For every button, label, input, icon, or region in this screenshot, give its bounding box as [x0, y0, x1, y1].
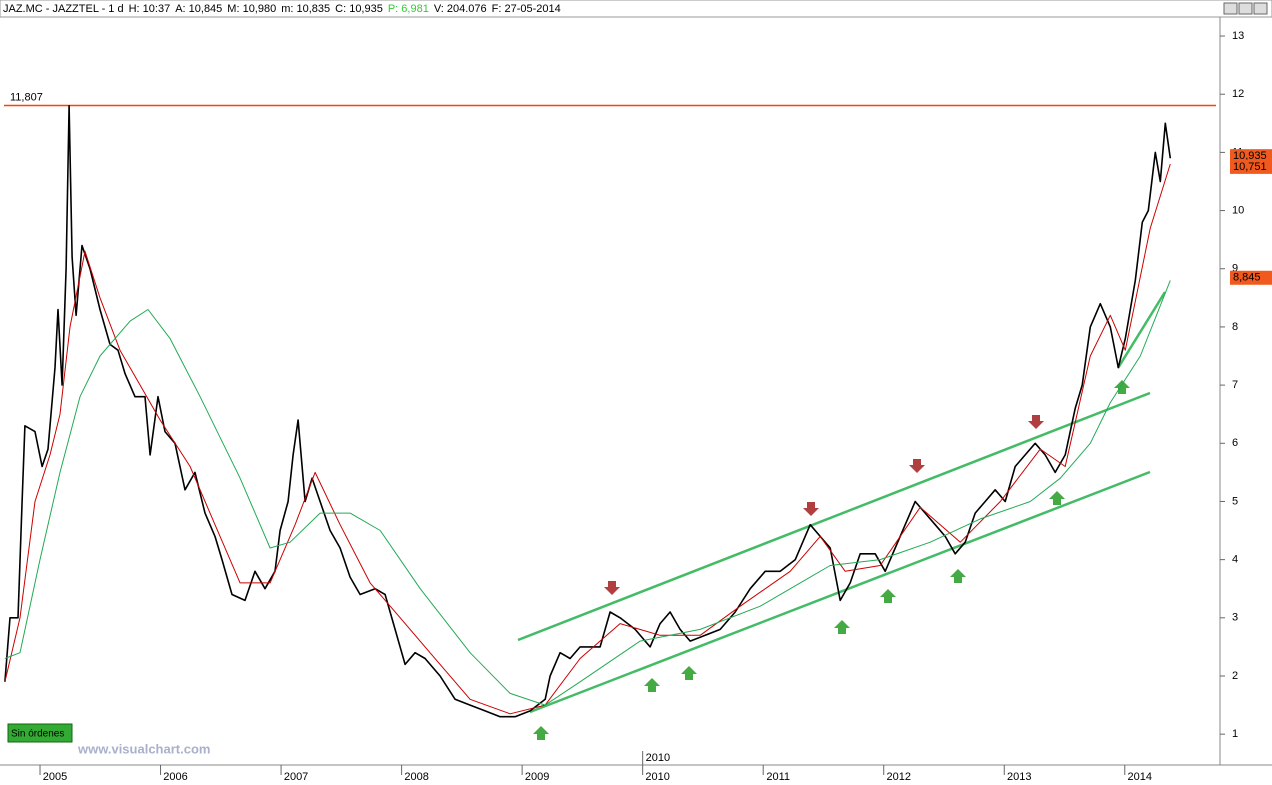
header-item: A: 10,845 [175, 3, 222, 15]
minimize-button[interactable] [1223, 2, 1238, 15]
y-tick-label: 3 [1232, 612, 1238, 624]
series-line [4, 163, 1171, 715]
trend-line [1116, 291, 1167, 369]
sell-arrow [909, 459, 925, 473]
price-label-box [1230, 270, 1272, 285]
header-item: P: 6,981 [388, 3, 429, 15]
price-label: 8,845 [1233, 272, 1261, 284]
x-tick-label: 2007 [284, 771, 308, 783]
y-tick-label: 8 [1232, 321, 1238, 333]
y-tick-label: 5 [1232, 495, 1238, 507]
x-tick-label: 2009 [525, 771, 549, 783]
trend-lines [517, 291, 1167, 714]
x-tick-label: 2011 [766, 771, 790, 783]
maximize-button[interactable] [1238, 2, 1253, 15]
close-button[interactable] [1253, 2, 1268, 15]
y-tick-label: 4 [1232, 554, 1238, 566]
y-tick-label: 13 [1232, 30, 1244, 42]
header-item: V: 204.076 [434, 3, 487, 15]
trend-line [517, 391, 1151, 642]
cursor-label: 2010 [646, 752, 670, 764]
sell-arrow [803, 502, 819, 516]
header-item: F: 27-05-2014 [492, 3, 561, 15]
watermark: www.visualchart.com [77, 741, 210, 756]
series-line [4, 105, 1172, 718]
price-label-box [1230, 149, 1272, 164]
y-tick-label: 9 [1232, 263, 1238, 275]
buy-arrow [644, 678, 660, 692]
buy-arrow [533, 726, 549, 740]
buy-arrow [834, 620, 850, 634]
sell-arrow [604, 581, 620, 595]
header-item: M: 10,980 [227, 3, 276, 15]
y-tick-label: 7 [1232, 379, 1238, 391]
y-tick-label: 6 [1232, 437, 1238, 449]
price-label-box [1230, 159, 1272, 174]
header-item: m: 10,835 [281, 3, 330, 15]
buy-arrow [950, 569, 966, 583]
y-tick-label: 1 [1232, 728, 1238, 740]
y-tick-label: 10 [1232, 204, 1244, 216]
reference-label: 11,807 [10, 91, 43, 103]
header-bar [0, 0, 1272, 18]
header-item: C: 10,935 [335, 3, 383, 15]
header: JAZ.MC - JAZZTEL - 1 d H: 10:37 A: 10,845 M… [3, 3, 561, 15]
series-line [4, 280, 1171, 706]
price-label: 10,935 [1233, 150, 1267, 162]
header-item: H: 10:37 [129, 3, 171, 15]
x-tick-label: 2008 [404, 771, 428, 783]
window-buttons[interactable] [1223, 2, 1268, 15]
x-tick-label: 2013 [1007, 771, 1031, 783]
y-tick-label: 12 [1232, 88, 1244, 100]
buy-arrow [880, 589, 896, 603]
y-tick-label: 2 [1232, 670, 1238, 682]
status: Sin órdenes [11, 729, 64, 740]
sell-arrow [1028, 415, 1044, 429]
buy-arrow [1049, 491, 1065, 505]
buy-arrow [681, 666, 697, 680]
x-tick-label: 2012 [886, 771, 910, 783]
x-tick-label: 2006 [163, 771, 187, 783]
x-tick-label: 2014 [1128, 771, 1152, 783]
trend-line [529, 470, 1151, 714]
status-box [7, 723, 73, 743]
x-tick-label: 2010 [645, 771, 669, 783]
buy-arrows [533, 380, 1130, 740]
x-tick-label: 2005 [43, 771, 67, 783]
header-item: JAZ.MC - JAZZTEL - 1 d [3, 3, 124, 15]
price-label: 10,751 [1233, 161, 1267, 173]
sell-arrows [604, 415, 1044, 595]
